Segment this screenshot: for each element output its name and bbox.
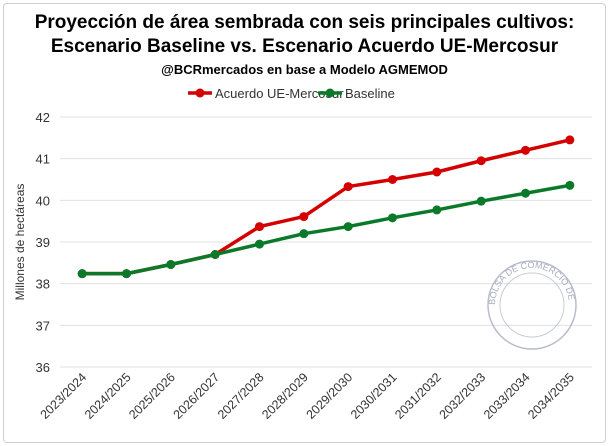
- data-point: [521, 188, 530, 198]
- data-point: [255, 222, 264, 232]
- chart-subtitle: @BCRmercados en base a Modelo AGMEMOD: [161, 62, 448, 77]
- x-tick-label: 2034/2035: [525, 370, 577, 422]
- x-tick-label: 2023/2024: [38, 370, 90, 422]
- data-point: [565, 135, 575, 145]
- data-point: [432, 167, 442, 177]
- data-point: [166, 260, 176, 269]
- chart-title-2: Escenario Baseline vs. Escenario Acuerdo…: [50, 36, 559, 57]
- data-point: [77, 269, 87, 279]
- legend-marker: [325, 88, 335, 98]
- legend-marker: [195, 88, 205, 98]
- legend-label: Acuerdo UE-Mercosur: [215, 86, 344, 101]
- data-point: [299, 212, 309, 222]
- data-point: [299, 229, 309, 239]
- data-point: [343, 222, 353, 232]
- data-point: [122, 269, 131, 279]
- seal-icon: [487, 260, 577, 350]
- x-tick-label: 2024/2025: [82, 370, 134, 422]
- y-tick-label: 37: [36, 318, 50, 333]
- data-point: [521, 145, 530, 155]
- y-tick-label: 36: [36, 360, 50, 375]
- data-point: [343, 182, 353, 192]
- seal-text: BOLSA DE COMERCIO DE ROSARIO: [0, 0, 577, 305]
- data-point: [476, 196, 486, 206]
- data-point: [388, 213, 397, 223]
- series-line-acuerdo: [82, 138, 571, 276]
- legend-label: Baseline: [345, 86, 395, 101]
- series-line-baseline: [82, 183, 571, 276]
- x-tick-label: 2032/2033: [437, 370, 489, 422]
- y-tick-label: 38: [36, 277, 50, 292]
- seal-inner: [499, 272, 565, 338]
- y-axis-label: Millones de hectáreas: [13, 184, 27, 301]
- data-point: [210, 250, 220, 259]
- data-point: [476, 156, 486, 166]
- x-tick-label: 2027/2028: [215, 370, 267, 422]
- x-tick-label: 2029/2030: [304, 370, 356, 422]
- x-tick-label: 2025/2026: [126, 370, 178, 422]
- y-tick-label: 39: [36, 235, 50, 250]
- data-point: [255, 239, 264, 249]
- chart-frame: [3, 3, 606, 443]
- y-tick-label: 41: [36, 152, 50, 167]
- y-tick-label: 42: [36, 110, 50, 125]
- data-point: [565, 180, 575, 190]
- x-tick-label: 2030/2031: [348, 370, 400, 422]
- x-tick-label: 2028/2029: [259, 370, 311, 422]
- chart-title: Proyección de área sembrada con seis pri…: [34, 12, 575, 33]
- data-point: [432, 205, 442, 215]
- data-point: [388, 175, 397, 184]
- y-tick-label: 40: [36, 193, 50, 208]
- x-tick-label: 2026/2027: [171, 370, 223, 422]
- x-tick-label: 2033/2034: [481, 370, 533, 422]
- x-tick-label: 2031/2032: [392, 370, 444, 422]
